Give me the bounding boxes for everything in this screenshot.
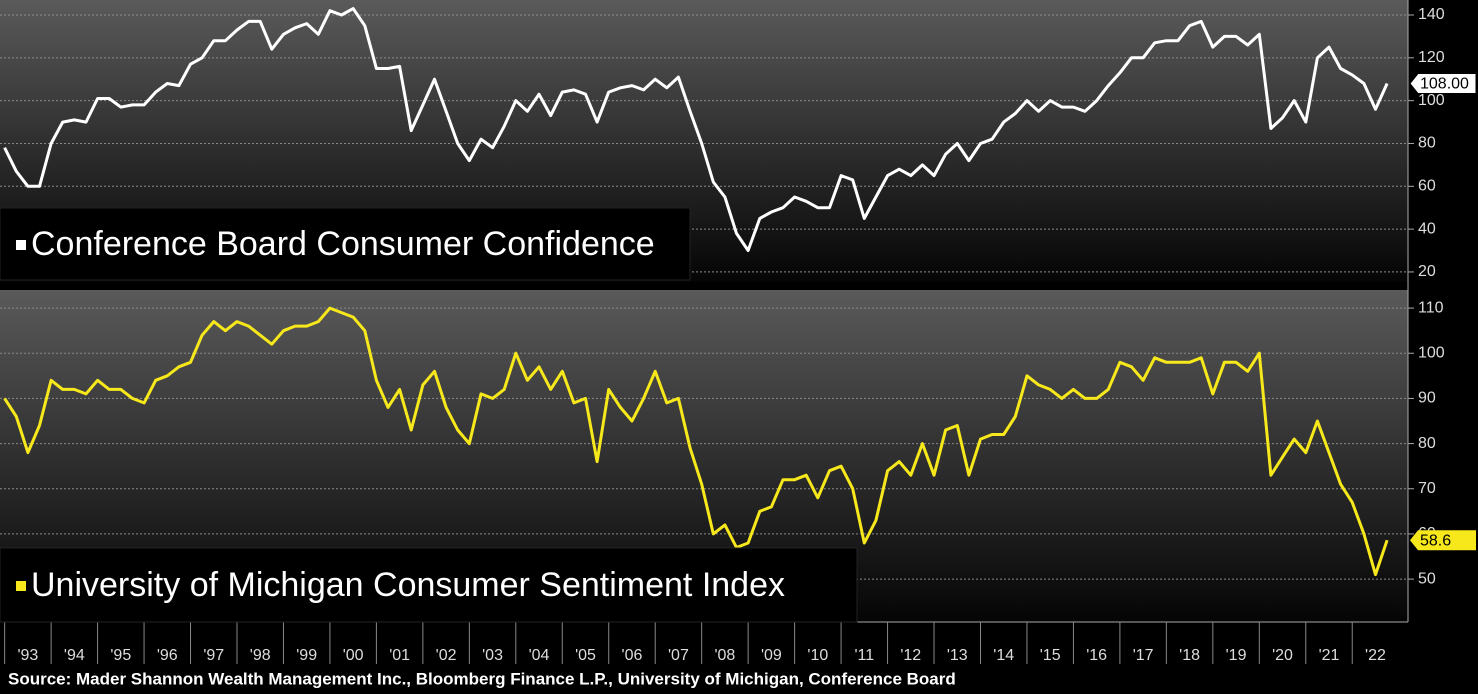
x-tick-label: '00 [343,647,364,664]
y-tick-label: 100 [1418,92,1445,109]
x-tick-label: '17 [1133,647,1154,664]
y-tick-label: 80 [1418,435,1436,452]
y-tick-label: 90 [1418,390,1436,407]
source: Source: Mader Shannon Wealth Management … [8,669,956,688]
x-tick-label: '94 [64,647,85,664]
x-tick-label: '99 [296,647,317,664]
x-tick-label: '09 [761,647,782,664]
y-tick-label: 80 [1418,135,1436,152]
y-tick-label: 40 [1418,220,1436,237]
last-value-label: 58.6 [1420,532,1451,549]
y-tick-label: 50 [1418,570,1436,587]
x-tick-label: '13 [947,647,968,664]
x-tick-label: '06 [622,647,643,664]
x-tick-label: '97 [203,647,224,664]
x-tick-label: '20 [1272,647,1293,664]
y-tick-label: 20 [1418,263,1436,280]
x-tick-label: '14 [993,647,1014,664]
x-tick-label: '08 [714,647,735,664]
x-tick-label: '93 [17,647,38,664]
legend-box [0,207,691,281]
y-tick-label: 60 [1418,178,1436,195]
y-tick-label: 120 [1418,49,1445,66]
x-tick-label: '15 [1040,647,1061,664]
x-tick-label: '01 [389,647,410,664]
x-tick-label: '03 [482,647,503,664]
legend-label: Conference Board Consumer Confidence [31,225,655,263]
x-tick-label: '12 [900,647,921,664]
y-tick-label: 110 [1418,299,1444,316]
last-value-label: 108.00 [1420,76,1469,93]
x-tick-label: '98 [250,647,271,664]
y-tick-label: 70 [1418,480,1436,497]
line [3,7,1389,252]
x-tick-label: '21 [1319,647,1340,664]
x-tick-label: '11 [854,647,874,664]
x-tick-label: '10 [807,647,828,664]
x-tick-label: '07 [668,647,689,664]
legend-swatch [16,240,26,250]
x-tick-label: '18 [1179,647,1200,664]
x-tick-label: '02 [436,647,457,664]
x-tick-label: '04 [529,647,550,664]
x-tick-label: '95 [110,647,131,664]
legend-swatch [16,581,26,591]
y-tick-label: 140 [1418,6,1445,23]
last-value-box [1409,73,1477,95]
x-tick-label: '22 [1365,647,1386,664]
legend-label: University of Michigan Consumer Sentimen… [31,566,785,604]
x-tick-label: '19 [1226,647,1247,664]
x-tick-label: '96 [157,647,178,664]
line [3,306,1389,577]
x-tick-label: '05 [575,647,596,664]
x-tick-label: '16 [1086,647,1107,664]
y-tick-label: 100 [1418,344,1445,361]
last-value-box [1410,530,1476,551]
legend-box [0,547,858,623]
